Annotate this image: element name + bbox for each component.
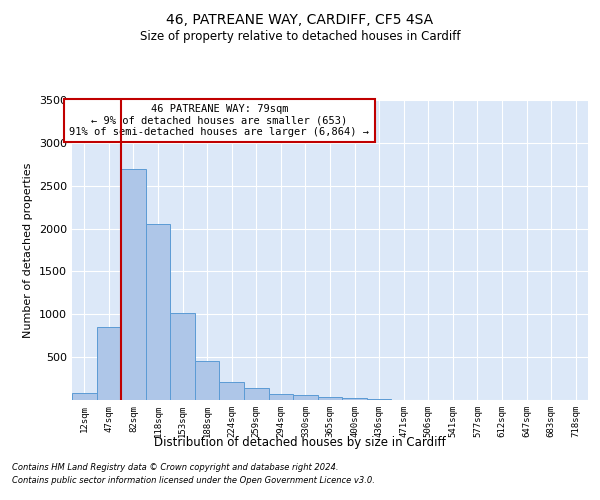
Bar	[72, 393, 97, 400]
Bar	[220, 382, 244, 400]
Y-axis label: Number of detached properties: Number of detached properties	[23, 162, 34, 338]
Text: Contains HM Land Registry data © Crown copyright and database right 2024.: Contains HM Land Registry data © Crown c…	[12, 464, 338, 472]
Bar	[170, 314, 195, 400]
Text: Size of property relative to detached houses in Cardiff: Size of property relative to detached ho…	[140, 30, 460, 43]
Bar	[146, 224, 170, 400]
Text: Distribution of detached houses by size in Cardiff: Distribution of detached houses by size …	[154, 436, 446, 449]
Bar	[195, 362, 220, 400]
Text: 46 PATREANE WAY: 79sqm
← 9% of detached houses are smaller (653)
91% of semi-det: 46 PATREANE WAY: 79sqm ← 9% of detached …	[70, 104, 370, 137]
Bar	[97, 327, 121, 400]
Bar	[342, 398, 367, 400]
Bar	[121, 168, 146, 400]
Bar	[318, 397, 342, 400]
Text: Contains public sector information licensed under the Open Government Licence v3: Contains public sector information licen…	[12, 476, 375, 485]
Text: 46, PATREANE WAY, CARDIFF, CF5 4SA: 46, PATREANE WAY, CARDIFF, CF5 4SA	[166, 12, 434, 26]
Bar	[244, 388, 269, 400]
Bar	[293, 395, 318, 400]
Bar	[269, 394, 293, 400]
